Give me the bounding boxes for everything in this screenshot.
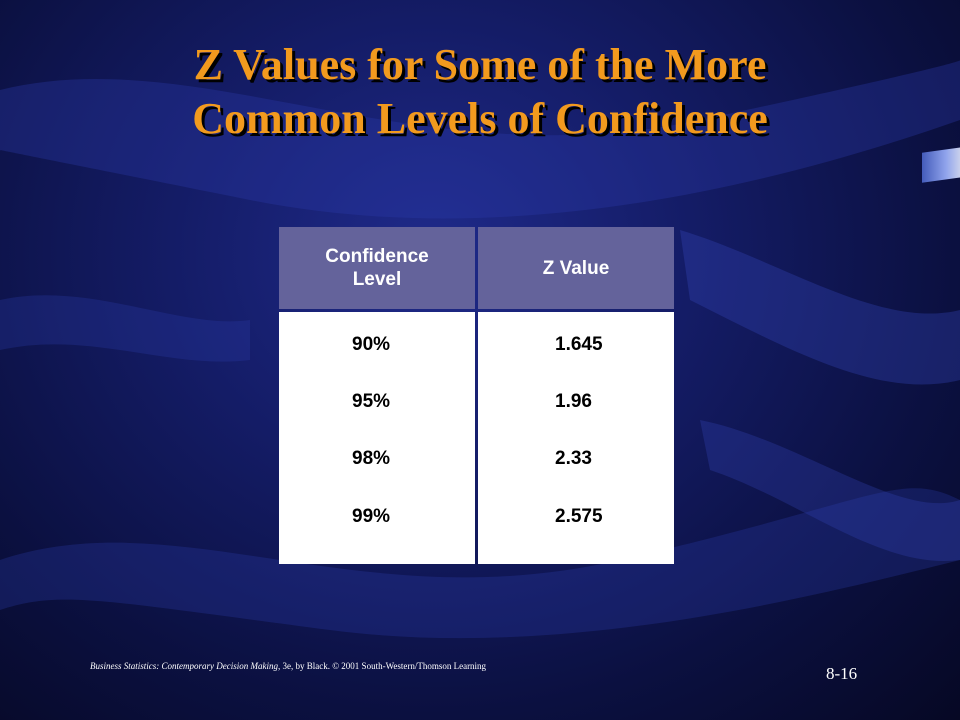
page-number: 8-16 xyxy=(826,664,858,683)
footer-credit: Business Statistics: Contemporary Decisi… xyxy=(90,661,486,671)
z-value-table: Confidence Level Z Value 90% 95% 98% 99%… xyxy=(279,227,674,564)
footer-rest: , 3e, by Black. © 2001 South-Western/Tho… xyxy=(277,661,487,671)
level-cell: 95% xyxy=(352,391,391,412)
z-cell: 1.645 xyxy=(555,334,603,355)
slide-title: Z Values for Some of the More Common Lev… xyxy=(0,38,960,146)
header-confidence-level: Confidence Level xyxy=(279,227,475,309)
level-cell: 90% xyxy=(352,334,391,355)
title-line-1: Z Values for Some of the More xyxy=(193,40,767,89)
z-cell: 1.96 xyxy=(555,391,592,412)
confidence-level-column xyxy=(279,312,475,564)
header-z-value: Z Value xyxy=(478,227,674,309)
title-line-2: Common Levels of Confidence xyxy=(192,94,768,143)
header-confidence-line2: Level xyxy=(352,269,402,290)
header-confidence-line1: Confidence xyxy=(325,246,429,267)
z-value-column xyxy=(478,312,674,564)
z-cell: 2.575 xyxy=(555,506,603,527)
level-cell: 99% xyxy=(352,506,391,527)
decorative-tab xyxy=(922,147,960,183)
footer-book-title: Business Statistics: Contemporary Decisi… xyxy=(90,661,278,671)
z-cell: 2.33 xyxy=(555,448,592,469)
level-cell: 98% xyxy=(352,448,391,469)
